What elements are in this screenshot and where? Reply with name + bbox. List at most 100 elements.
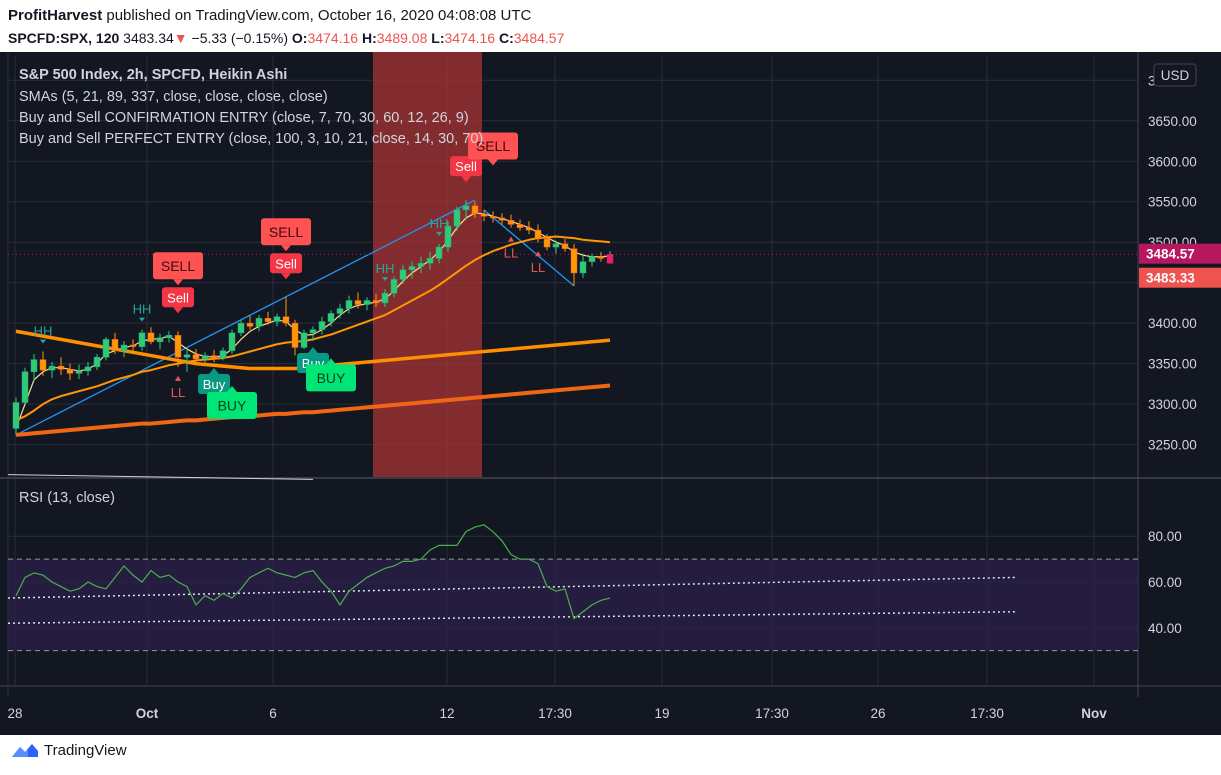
candle-body (318, 321, 326, 330)
rsi-tick-label: 60.00 (1148, 575, 1182, 590)
pivot-low-marker (175, 375, 181, 381)
last-price: 3483.34 (123, 30, 174, 46)
candle (588, 253, 596, 267)
candle-body (228, 332, 236, 351)
signal-label: SELL (161, 258, 195, 274)
candle (318, 316, 326, 335)
price-tick-label: 3650.00 (1148, 114, 1197, 129)
candle (597, 251, 605, 262)
rsi-trendline (7, 576, 1017, 599)
signal-pointer (488, 159, 498, 166)
candle (372, 294, 380, 307)
candle-body (480, 213, 488, 217)
candle (84, 362, 92, 376)
price-marker: 3484.57 (1139, 243, 1221, 264)
price-tick-label: 3250.00 (1148, 438, 1197, 453)
candle (507, 214, 515, 228)
candle (345, 295, 353, 314)
candle (57, 357, 65, 375)
candle-body (417, 263, 425, 267)
candle (201, 352, 209, 364)
signal-label: Buy (203, 377, 226, 392)
pivot-high-marker (40, 339, 46, 344)
time-tick-label: Oct (136, 706, 159, 721)
rsi-band (8, 559, 1138, 651)
candle-body (561, 243, 569, 249)
candle (435, 243, 443, 264)
publish-info: ProfitHarvest published on TradingView.c… (8, 7, 531, 24)
price-chart[interactable]: HHHHHHHHLLLLLLSELLSellSELLSellSellSELLBu… (0, 52, 1221, 735)
signal-pointer (281, 273, 291, 280)
candle-body (57, 365, 65, 370)
candle-body (435, 246, 443, 259)
candle-body (444, 225, 452, 248)
candle-body (399, 269, 407, 280)
candle (606, 251, 614, 264)
price-tick-label: 3600.00 (1148, 154, 1197, 169)
chart-frame[interactable]: HH HH HH HH LL LL LL SELL Sell SELL Sell Sell SELL Bu… (0, 52, 1221, 735)
signal-box (270, 253, 302, 274)
candle (66, 363, 74, 380)
candle (264, 311, 272, 325)
tradingview-brand: TradingView (44, 741, 127, 759)
pivot-low-marker (508, 236, 514, 242)
candle (309, 326, 317, 341)
tradingview-cloud-icon (12, 744, 38, 757)
candle-body (354, 300, 362, 305)
sma-line (15, 212, 611, 429)
candle-body (147, 332, 155, 343)
candle-body (516, 224, 524, 228)
candle (336, 303, 344, 319)
legend-perfect-entry[interactable]: Buy and Sell PERFECT ENTRY (close, 100, … (19, 131, 484, 147)
candle-body (309, 329, 317, 334)
candle-body (111, 339, 119, 351)
candle-body (174, 335, 182, 358)
price-change: −5.33 (−0.15%) (191, 30, 289, 46)
legend-sma[interactable]: SMAs (5, 21, 89, 337, close, close, clos… (19, 89, 328, 105)
candle (147, 327, 155, 345)
pivot-high-marker (436, 231, 442, 236)
candle (579, 253, 587, 278)
candle-body (588, 256, 596, 262)
time-tick-label: 28 (7, 706, 22, 721)
candle-body (552, 243, 560, 248)
trend-line-bottom (7, 474, 314, 480)
currency-button-bg (1153, 63, 1197, 87)
candle-body (471, 205, 479, 215)
candle (480, 209, 488, 222)
currency-button[interactable]: USD (1153, 63, 1197, 87)
pivot-low-label: LL (171, 385, 185, 400)
signal-pointer (227, 385, 237, 392)
sma-line (15, 383, 611, 437)
close-label: C: (498, 30, 514, 46)
signal-label: SELL (269, 224, 303, 240)
buy-signal: BUY (207, 385, 257, 419)
time-tick-label: Nov (1081, 706, 1107, 721)
time-tick-label: 17:30 (755, 706, 789, 721)
candle-body (543, 238, 551, 248)
signal-pointer (173, 307, 183, 314)
candle-body (408, 266, 416, 270)
pivot-low-label: LL (504, 246, 518, 261)
candle (444, 221, 452, 252)
time-tick-label: 26 (870, 706, 885, 721)
tradingview-logo[interactable]: TradingView (10, 741, 127, 759)
signal-pointer (308, 346, 318, 353)
price-tick-label: 3300.00 (1148, 397, 1197, 412)
legend-confirmation-entry[interactable]: Buy and Sell CONFIRMATION ENTRY (close, … (19, 110, 469, 126)
sell-signal: Sell (450, 156, 482, 183)
signal-pointer (173, 279, 183, 286)
sell-signal: Sell (270, 253, 302, 280)
ohlc-summary: SPCFD:SPX, 120 3483.34▼ −5.33 (−0.15%) O… (8, 30, 564, 46)
candle-body (534, 229, 542, 240)
candle (282, 297, 290, 327)
rsi-tick-label: 80.00 (1148, 529, 1182, 544)
candle (129, 339, 137, 354)
price-marker-bg (1139, 267, 1221, 288)
candle (552, 240, 560, 254)
time-tick-label: 12 (439, 706, 454, 721)
signal-box (306, 364, 356, 392)
price-tick-label: 3400.00 (1148, 316, 1197, 331)
candle-body (606, 254, 614, 264)
rsi-label[interactable]: RSI (13, close) (19, 490, 115, 506)
